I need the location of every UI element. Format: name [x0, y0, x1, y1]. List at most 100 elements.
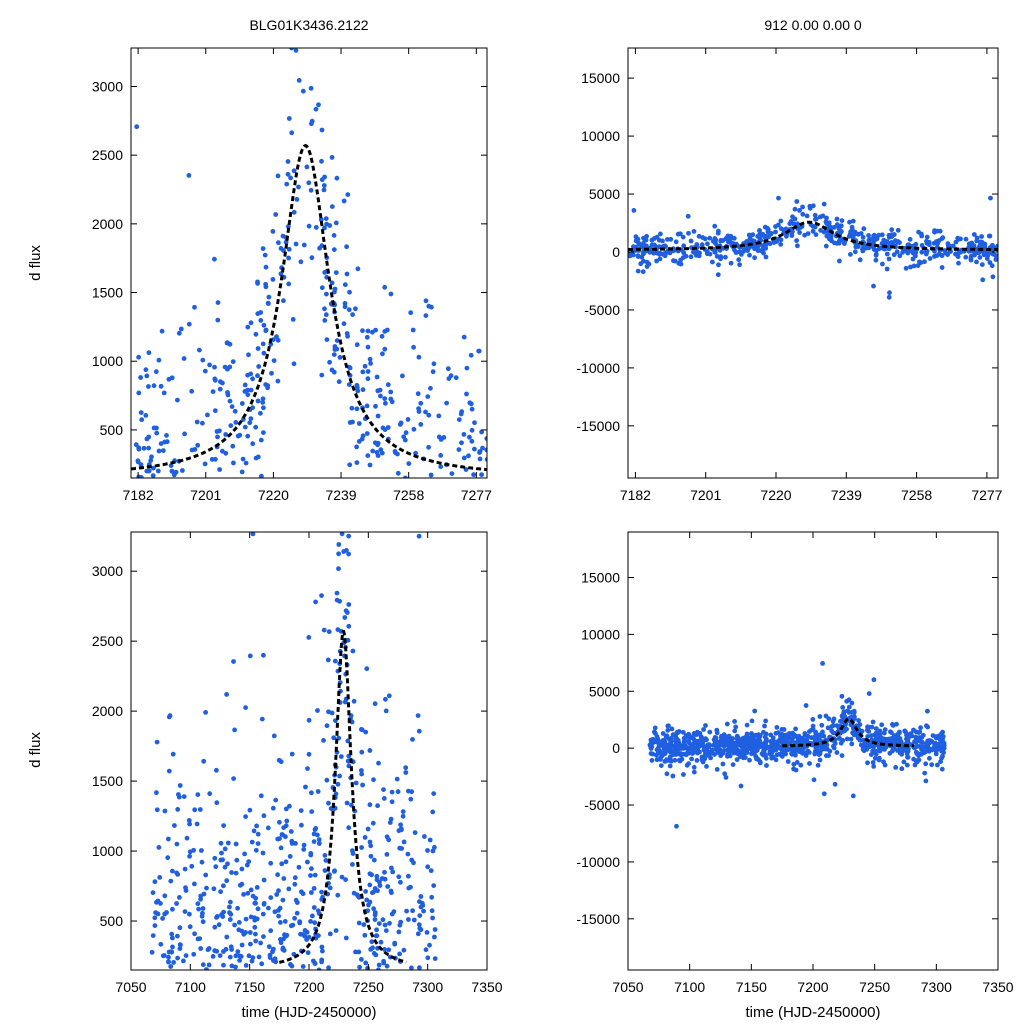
ylabel-top: d flux — [27, 245, 44, 281]
data-point — [742, 247, 747, 253]
data-point — [360, 782, 365, 788]
data-point — [664, 771, 670, 777]
data-point — [916, 730, 922, 735]
data-point — [383, 400, 388, 406]
data-point — [367, 748, 373, 753]
data-point — [334, 175, 340, 181]
data-point — [763, 243, 768, 248]
data-point — [385, 382, 391, 388]
data-point — [309, 255, 315, 261]
data-point — [791, 221, 797, 227]
data-point — [769, 755, 775, 761]
data-point — [308, 85, 314, 91]
data-point — [754, 756, 759, 762]
data-point — [432, 845, 437, 850]
data-point — [350, 851, 356, 856]
data-point — [182, 431, 188, 437]
data-point — [151, 425, 157, 431]
data-point — [310, 913, 315, 919]
data-point — [476, 348, 482, 354]
data-point — [817, 757, 823, 763]
data-point — [838, 740, 844, 746]
data-point — [415, 713, 421, 718]
data-point — [204, 885, 209, 891]
data-point — [432, 956, 438, 961]
data-point — [315, 789, 321, 794]
data-point — [741, 740, 746, 746]
data-point — [408, 796, 414, 802]
data-point — [683, 253, 689, 259]
data-point — [232, 408, 238, 414]
data-point — [345, 637, 351, 643]
data-point — [652, 725, 658, 731]
data-point — [432, 927, 438, 932]
data-point — [459, 440, 464, 446]
data-point — [851, 732, 857, 738]
data-point — [365, 908, 371, 914]
data-point — [174, 870, 180, 876]
data-point — [674, 823, 679, 829]
y-tick-label: 500 — [100, 422, 124, 438]
data-point — [376, 921, 382, 926]
data-point — [315, 908, 321, 914]
data-point — [177, 942, 183, 947]
data-point — [319, 959, 324, 965]
data-point — [336, 551, 341, 557]
data-point — [187, 924, 193, 930]
data-point — [268, 860, 274, 866]
data-point — [263, 284, 269, 290]
data-point — [733, 740, 739, 746]
data-point — [143, 367, 149, 373]
data-point — [293, 897, 299, 903]
data-point — [908, 264, 913, 270]
data-point — [266, 905, 271, 911]
data-point — [691, 769, 697, 775]
data-point — [195, 901, 201, 907]
y-tick-label: 5000 — [589, 683, 620, 699]
y-tick-label: 15000 — [581, 70, 620, 86]
data-point — [286, 886, 292, 892]
data-point — [375, 442, 380, 448]
data-point — [868, 752, 874, 757]
data-point — [466, 453, 471, 459]
data-point — [752, 255, 757, 261]
data-point — [692, 747, 698, 752]
data-point — [421, 908, 426, 914]
data-point — [350, 648, 356, 654]
y-tick-label: 0 — [612, 740, 620, 756]
data-point — [718, 237, 724, 243]
data-point — [757, 248, 763, 254]
data-point — [477, 450, 482, 455]
data-point — [397, 422, 403, 427]
panel-top-left: 7182 7201 7220 7239 7258 7277 500 1000 1500 2000 2… — [92, 47, 492, 503]
data-point — [333, 220, 339, 226]
data-point — [176, 794, 182, 800]
data-point — [430, 848, 436, 854]
data-point — [164, 439, 170, 445]
data-point — [354, 460, 360, 465]
data-point — [261, 901, 267, 907]
data-point — [829, 728, 835, 734]
data-point — [480, 445, 485, 451]
data-point — [398, 822, 403, 828]
data-point — [818, 228, 823, 233]
data-point — [676, 260, 682, 266]
data-point — [346, 825, 352, 831]
data-point — [798, 739, 804, 745]
data-point — [230, 359, 236, 364]
data-point — [337, 598, 342, 604]
data-point — [665, 237, 670, 242]
data-point — [181, 958, 186, 964]
data-point — [628, 251, 633, 257]
data-point — [271, 733, 277, 739]
data-point — [922, 744, 928, 750]
data-point — [649, 237, 655, 243]
data-point — [953, 251, 958, 257]
data-point — [351, 698, 357, 704]
data-point — [200, 906, 206, 911]
data-point — [197, 936, 203, 941]
data-point — [309, 866, 314, 872]
data-point — [376, 962, 382, 968]
data-point — [206, 962, 212, 968]
data-point — [932, 228, 937, 234]
